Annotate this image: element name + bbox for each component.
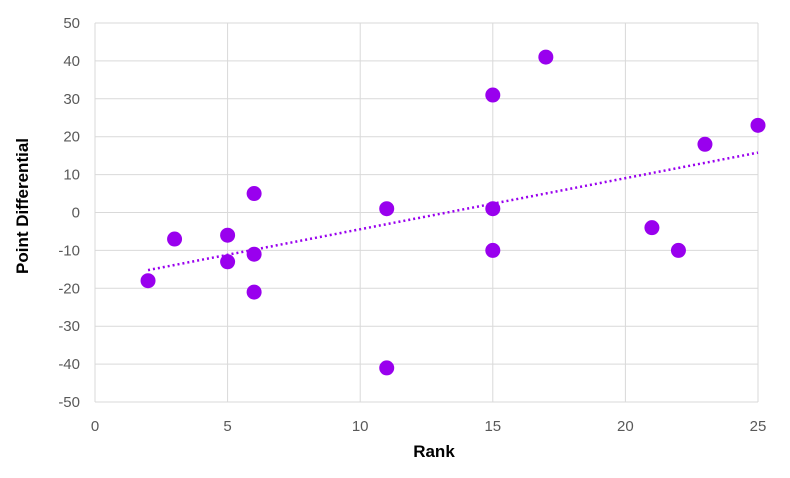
y-tick-label: 10 [63,167,80,184]
trendline [148,153,758,270]
data-point [751,118,766,133]
y-tick-label: 20 [63,129,80,146]
y-tick-label: -40 [58,356,80,373]
grid-lines [95,23,758,402]
data-point [141,273,156,288]
data-point [697,137,712,152]
x-tick-label: 15 [484,418,501,435]
data-point [485,201,500,216]
data-point [247,285,262,300]
data-point [485,243,500,258]
data-point [485,88,500,103]
y-tick-label: -50 [58,394,80,411]
y-axis-title: Point Differential [13,138,32,274]
data-point [220,254,235,269]
x-axis-title: Rank [413,442,455,461]
trendline-layer [148,153,758,270]
y-tick-label: 40 [63,53,80,70]
data-point [671,243,686,258]
y-tick-label: 50 [63,15,80,32]
y-tick-label: -20 [58,280,80,297]
data-point [247,247,262,262]
data-point [247,186,262,201]
data-point [167,232,182,247]
data-point [379,360,394,375]
x-tick-label: 5 [223,418,231,435]
data-point [379,201,394,216]
tick-labels: 0 5 10 15 20 25 -50 -40 -30 -20 -10 0 10 20 30 40 50 [58,15,766,435]
x-tick-label: 25 [750,418,767,435]
y-tick-label: 0 [72,205,80,222]
x-tick-label: 10 [352,418,369,435]
y-tick-label: -10 [58,242,80,259]
x-tick-label: 20 [617,418,634,435]
data-point [220,228,235,243]
y-tick-label: -30 [58,318,80,335]
y-tick-label: 30 [63,91,80,108]
data-point [644,220,659,235]
data-point [538,50,553,65]
x-tick-label: 0 [91,418,99,435]
